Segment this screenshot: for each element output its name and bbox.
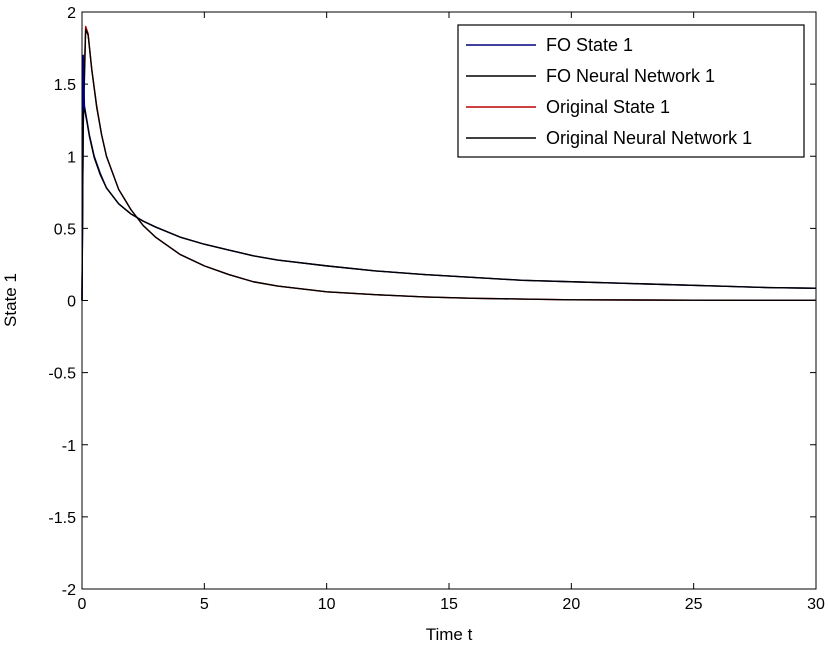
y-tick-label: 1 xyxy=(67,149,76,166)
x-tick-label: 5 xyxy=(200,596,209,613)
legend-label-1: FO Neural Network 1 xyxy=(546,66,715,86)
y-tick-label: -1 xyxy=(62,438,76,455)
axis-ticks xyxy=(81,11,817,590)
series-lines xyxy=(81,25,817,302)
y-tick-label: 2 xyxy=(67,5,76,22)
x-axis-label: Time t xyxy=(426,625,473,644)
x-tick-label: 10 xyxy=(318,596,336,613)
series-line-3 xyxy=(81,28,817,302)
y-tick-label: -0.5 xyxy=(48,366,76,383)
x-tick-label: 30 xyxy=(807,596,825,613)
legend-box xyxy=(457,24,805,158)
y-tick-label: 0.5 xyxy=(54,221,76,238)
y-tick-label: -1.5 xyxy=(48,510,76,527)
y-axis-label: State 1 xyxy=(1,273,20,327)
legend-entries: FO State 1 FO Neural Network 1 Original St… xyxy=(466,35,752,148)
y-tick-label: 0 xyxy=(67,294,76,311)
legend-label-0: FO State 1 xyxy=(546,35,633,55)
y-tick-label: -2 xyxy=(62,582,76,599)
x-tick-label: 25 xyxy=(685,596,703,613)
legend-label-3: Original Neural Network 1 xyxy=(546,128,752,148)
x-tick-label: 15 xyxy=(440,596,458,613)
x-tick-label: 20 xyxy=(562,596,580,613)
x-tick-labels: 0 5 10 15 20 25 30 xyxy=(78,596,825,613)
y-tick-labels: -2 -1.5 -1 -0.5 0 0.5 1 1.5 2 xyxy=(48,5,76,599)
legend: FO State 1 FO Neural Network 1 Original St… xyxy=(457,24,805,158)
series-line-1 xyxy=(81,107,817,301)
x-tick-label: 0 xyxy=(78,596,87,613)
y-tick-label: 1.5 xyxy=(54,77,76,94)
legend-label-2: Original State 1 xyxy=(546,97,670,117)
